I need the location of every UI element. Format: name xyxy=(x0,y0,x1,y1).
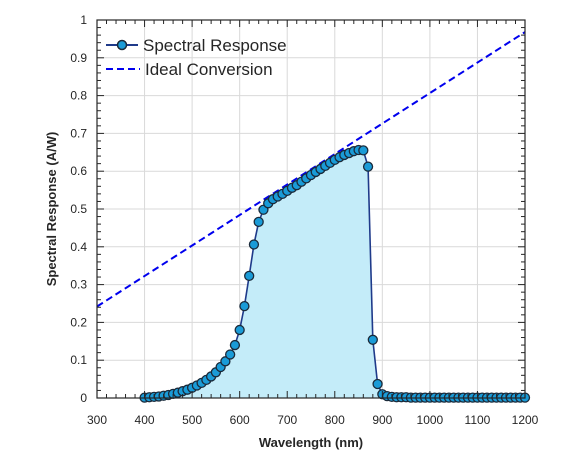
ideal-conversion-line xyxy=(96,31,526,308)
legend-series-label: Spectral Response xyxy=(143,36,287,55)
spectral-response-point xyxy=(367,334,378,345)
spectral-response-point xyxy=(362,161,374,172)
tick-labels: 300 400 500 600 700 800 900 1000 1100 1200 0 0.1 0.2… xyxy=(70,13,538,427)
x-tick-label: 900 xyxy=(372,413,392,427)
y-tick-label: 0 xyxy=(80,391,87,405)
x-tick-label: 700 xyxy=(277,413,297,427)
spectral-response-point xyxy=(248,239,260,250)
spectral-response-point xyxy=(239,300,250,312)
legend-ideal-label: Ideal Conversion xyxy=(145,60,273,79)
spectral-response-point xyxy=(220,356,231,367)
legend: Spectral Response Ideal Conversion xyxy=(106,36,287,79)
legend-series-marker xyxy=(116,39,128,51)
y-tick-label: 0.5 xyxy=(70,202,87,216)
x-tick-label: 1000 xyxy=(417,413,444,427)
spectral-response-fill xyxy=(144,150,526,398)
axes xyxy=(96,19,526,399)
y-tick-label: 0.7 xyxy=(70,126,87,140)
x-axis-label: Wavelength (nm) xyxy=(259,435,363,450)
spectral-response-point xyxy=(229,339,241,351)
spectral-response-point xyxy=(372,378,383,390)
y-tick-label: 0.9 xyxy=(70,51,87,65)
y-tick-label: 0.1 xyxy=(70,353,87,367)
area-fill-layer xyxy=(144,150,526,398)
y-tick-label: 0.6 xyxy=(70,164,87,178)
spectral-response-point xyxy=(225,349,236,360)
spectral-response-point xyxy=(358,145,369,156)
y-tick-label: 0.2 xyxy=(70,315,87,329)
x-tick-label: 600 xyxy=(230,413,250,427)
y-axis-label: Spectral Response (A/W) xyxy=(44,132,59,287)
y-tick-label: 0.4 xyxy=(70,240,87,254)
y-tick-label: 0.3 xyxy=(70,278,87,292)
x-tick-label: 400 xyxy=(135,413,155,427)
spectral-response-point xyxy=(244,270,255,282)
y-tick-label: 0.8 xyxy=(70,89,87,103)
x-tick-label: 500 xyxy=(182,413,202,427)
x-tick-label: 1100 xyxy=(465,413,491,427)
x-tick-label: 300 xyxy=(87,413,107,427)
x-tick-label: 800 xyxy=(325,413,345,427)
spectral-response-point xyxy=(253,216,264,228)
spectral-response-point xyxy=(234,324,245,336)
x-tick-label: 1200 xyxy=(512,413,539,427)
y-tick-label: 1 xyxy=(80,13,87,27)
ideal-conversion-layer xyxy=(96,31,526,308)
